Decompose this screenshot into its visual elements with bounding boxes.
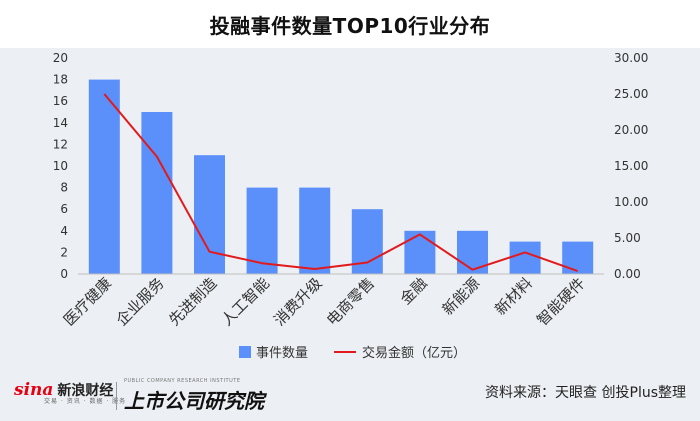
left-axis-tick-label: 2 bbox=[60, 245, 68, 259]
right-axis-tick-label: 30.00 bbox=[614, 51, 648, 65]
right-axis-tick-label: 20.00 bbox=[614, 123, 648, 137]
category-label: 医疗健康 bbox=[60, 274, 115, 329]
sina-finance-logo: sina 新浪财经 bbox=[14, 380, 113, 400]
bar bbox=[509, 241, 541, 274]
bar bbox=[562, 241, 594, 274]
bar bbox=[88, 79, 120, 274]
left-axis-tick-label: 4 bbox=[60, 224, 68, 238]
combo-chart: 0 2 4 6 8 10 12 14 16 18 20 0.00 5.00 10.00 15.00 20.00… bbox=[53, 51, 649, 361]
left-axis-tick-label: 12 bbox=[53, 137, 68, 151]
category-label: 新材料 bbox=[491, 274, 536, 319]
data-source-note: 资料来源：天眼查 创投Plus整理 bbox=[485, 385, 686, 401]
category-label: 消费升级 bbox=[270, 274, 325, 329]
bar bbox=[404, 230, 436, 274]
sina-logo-text: sina bbox=[14, 380, 54, 400]
bar bbox=[299, 187, 331, 274]
left-axis-tick-label: 8 bbox=[60, 181, 68, 195]
footer: sina 新浪财经 交易 · 资讯 · 数据 · 服务 PUBLIC COMPA… bbox=[0, 370, 700, 421]
sina-name: 新浪财经 bbox=[57, 383, 114, 399]
chart-title: 投融事件数量TOP10行业分布 bbox=[209, 13, 491, 38]
footer-divider bbox=[116, 382, 117, 410]
category-label: 金融 bbox=[397, 274, 431, 308]
legend-line-label: 交易金额（亿元） bbox=[362, 345, 466, 361]
left-axis-tick-label: 16 bbox=[53, 94, 68, 108]
right-axis-tick-label: 5.00 bbox=[614, 231, 641, 245]
amount-line bbox=[103, 93, 579, 273]
bar bbox=[457, 230, 488, 274]
left-axis-tick-label: 18 bbox=[53, 73, 68, 87]
research-institute-name: 上市公司研究院 bbox=[124, 389, 264, 413]
left-axis-tick-label: 6 bbox=[60, 202, 68, 216]
right-axis-tick-label: 0.00 bbox=[614, 267, 641, 281]
bar bbox=[141, 112, 173, 274]
category-label: 企业服务 bbox=[113, 274, 168, 329]
left-axis-tick-label: 14 bbox=[53, 116, 68, 130]
sina-subtitle: 交易 · 资讯 · 数据 · 服务 bbox=[44, 398, 127, 405]
bar bbox=[194, 155, 225, 274]
left-axis-tick-label: 20 bbox=[53, 51, 68, 65]
right-axis-tick-label: 25.00 bbox=[614, 87, 648, 101]
legend-bar-swatch bbox=[239, 346, 251, 358]
title-band: 投融事件数量TOP10行业分布 bbox=[0, 0, 700, 48]
chart-area: 0 2 4 6 8 10 12 14 16 18 20 0.00 5.00 10.00 15.00 20.00… bbox=[0, 48, 700, 370]
category-label: 智能硬件 bbox=[533, 274, 588, 329]
legend-bar-label: 事件数量 bbox=[256, 346, 308, 361]
research-institute-english: PUBLIC COMPANY RESEARCH INSTITUTE bbox=[124, 378, 241, 384]
left-axis-tick-label: 0 bbox=[60, 267, 68, 281]
category-label: 先进制造 bbox=[165, 274, 220, 329]
category-label: 电商零售 bbox=[323, 274, 378, 329]
left-axis-tick-label: 10 bbox=[53, 159, 68, 173]
right-axis-tick-label: 10.00 bbox=[614, 195, 648, 209]
right-axis-tick-label: 15.00 bbox=[614, 159, 648, 173]
category-label: 新能源 bbox=[439, 274, 484, 319]
category-label: 人工智能 bbox=[218, 274, 273, 329]
bar bbox=[246, 187, 278, 274]
research-institute-logo: PUBLIC COMPANY RESEARCH INSTITUTE 上市公司研究… bbox=[124, 378, 264, 414]
